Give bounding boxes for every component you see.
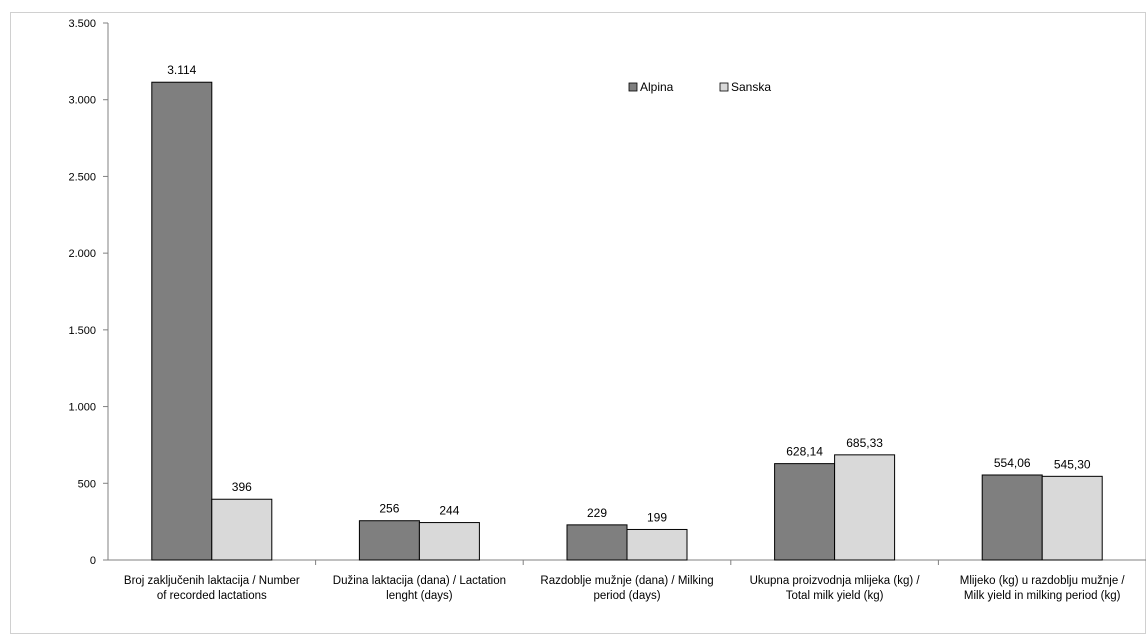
- bar-sanska: [1041, 475, 1103, 561]
- data-label: 396: [232, 480, 252, 494]
- y-tick-label: 3.500: [68, 18, 96, 30]
- category-label: Total milk yield (kg): [786, 590, 884, 602]
- y-tick-label: 1.500: [68, 325, 96, 337]
- y-tick-label: 2.500: [68, 171, 96, 183]
- bar-sanska: [211, 498, 273, 561]
- value-labels: 3.114 396 256 244 229 199 628,14 685,33 554,06 54…: [167, 63, 1091, 524]
- bar-alpina: [151, 81, 213, 561]
- bars: [151, 81, 1103, 561]
- bar-alpina: [566, 524, 628, 561]
- y-tick-label: 2.000: [68, 248, 96, 260]
- category-label: of recorded lactations: [157, 590, 267, 602]
- data-label: 3.114: [167, 63, 196, 77]
- data-label: 628,14: [786, 445, 823, 459]
- data-label: 685,33: [846, 436, 883, 450]
- chart-frame: [10, 12, 1146, 634]
- category-label: lenght (days): [386, 590, 453, 602]
- bar-sanska: [418, 522, 480, 561]
- legend-swatch-sanska: [719, 82, 729, 92]
- legend-label-sanska: Sanska: [731, 80, 771, 94]
- category-labels: Broj zaključenih laktacija / Number of re…: [124, 575, 1126, 602]
- data-label: 554,06: [994, 456, 1031, 470]
- data-label: 244: [439, 504, 459, 518]
- data-label: 256: [379, 502, 399, 516]
- category-label: period (days): [593, 590, 660, 602]
- bar-sanska: [834, 454, 896, 561]
- legend: Alpina Sanska: [628, 80, 771, 94]
- y-tick-label: 3.000: [68, 95, 96, 107]
- axes: 0 500 1.000 1.500 2.000 2.500 3.000 3.500: [68, 18, 1146, 567]
- bar-alpina: [981, 474, 1043, 561]
- category-label: Broj zaključenih laktacija / Number: [124, 575, 300, 587]
- data-label: 199: [647, 510, 667, 524]
- category-label: Dužina laktacija (dana) / Lactation: [333, 575, 506, 587]
- category-label: Razdoblje mužnje (dana) / Milking: [540, 575, 713, 587]
- legend-swatch-alpina: [628, 82, 638, 92]
- category-label: Mlijeko (kg) u razdoblju mužnje /: [960, 575, 1126, 587]
- y-tick-label: 1.000: [68, 402, 96, 414]
- data-label: 545,30: [1054, 457, 1091, 471]
- y-tick-label: 0: [90, 555, 96, 567]
- bar-alpina: [358, 520, 420, 561]
- legend-label-alpina: Alpina: [640, 80, 674, 94]
- y-tick-label: 500: [78, 478, 96, 490]
- category-label: Ukupna proizvodnja mlijeka (kg) /: [750, 575, 921, 587]
- category-label: Milk yield in milking period (kg): [964, 590, 1121, 602]
- data-label: 229: [587, 506, 607, 520]
- bar-sanska: [626, 528, 688, 561]
- bar-alpina: [774, 463, 836, 561]
